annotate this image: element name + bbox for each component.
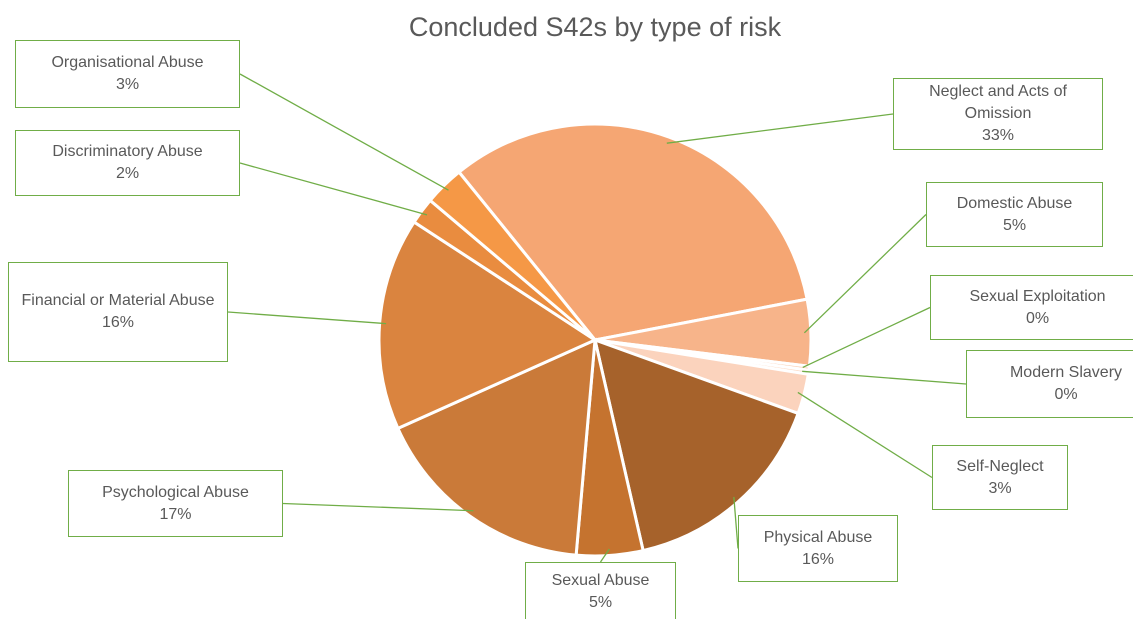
- category-label: Discriminatory Abuse: [52, 143, 203, 160]
- value-label: 17%: [159, 505, 192, 523]
- value-label: 5%: [1002, 216, 1027, 234]
- category-label: Self-Neglect: [956, 457, 1044, 475]
- pie-slice: [456, 122, 809, 342]
- category-label: Sexual Exploitation: [969, 287, 1106, 305]
- leader-line: [802, 306, 931, 369]
- value-label: 3%: [115, 76, 140, 93]
- data-label-box: Modern Slavery 0%: [966, 350, 1133, 418]
- value-label: 0%: [1054, 386, 1078, 403]
- data-label-box: Organisational Abuse 3%: [15, 40, 240, 108]
- leader-line: [239, 73, 449, 191]
- category-label: Physical Abuse: [763, 528, 873, 546]
- leader-line: [239, 162, 428, 216]
- leader-line: [227, 311, 387, 325]
- value-label: 5%: [588, 594, 613, 611]
- value-label: 3%: [988, 479, 1012, 497]
- data-label-box: Psychological Abuse 17%: [68, 470, 283, 537]
- leader-line: [666, 113, 894, 144]
- category-label: Organisational Abuse: [51, 54, 204, 71]
- value-label: 2%: [115, 165, 140, 182]
- category-label: Financial or Material Abuse: [21, 292, 215, 309]
- pie-slice: [395, 337, 597, 557]
- leader-line: [282, 502, 474, 512]
- leader-line: [803, 214, 927, 334]
- data-label-box: Domestic Abuse 5%: [926, 182, 1103, 247]
- leader-line: [733, 496, 739, 549]
- value-label: 16%: [101, 314, 135, 331]
- data-label-box: Neglect and Acts of Omission 33%: [893, 78, 1103, 150]
- data-label-box: Self-Neglect 3%: [932, 445, 1068, 510]
- leader-line: [802, 370, 967, 385]
- value-label: 0%: [1025, 309, 1050, 327]
- pie-slice: [428, 170, 597, 342]
- data-label-box: Sexual Exploitation 0%: [930, 275, 1133, 340]
- chart-title: Concluded S42s by type of risk: [408, 12, 782, 42]
- pie-slice: [592, 337, 801, 553]
- data-label-box: Discriminatory Abuse 2%: [15, 130, 240, 196]
- data-label-box: Financial or Material Abuse 16%: [8, 262, 228, 362]
- data-label-box: Physical Abuse 16%: [738, 515, 898, 582]
- value-label: 33%: [981, 127, 1015, 144]
- category-label: Sexual Abuse: [551, 572, 650, 589]
- category-label: Domestic Abuse: [956, 194, 1073, 212]
- category-label: Neglect and Acts of Omission: [929, 83, 1067, 122]
- category-label: Modern Slavery: [1009, 364, 1123, 381]
- leader-line: [797, 391, 933, 479]
- data-label-box: Sexual Abuse 5%: [525, 562, 676, 619]
- leader-line: [599, 548, 610, 563]
- value-label: 16%: [801, 550, 835, 568]
- category-label: Psychological Abuse: [102, 483, 249, 501]
